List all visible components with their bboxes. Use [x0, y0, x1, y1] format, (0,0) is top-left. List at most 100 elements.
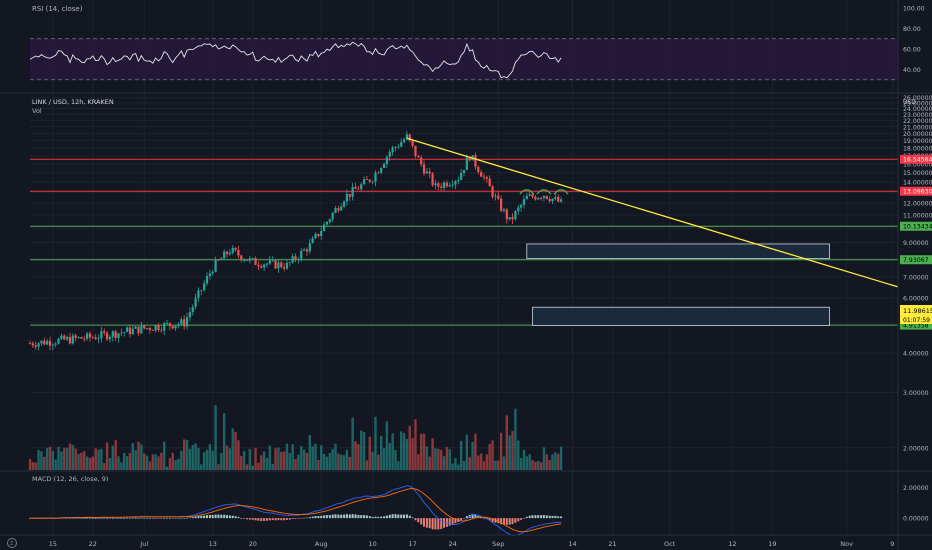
time-tick-label[interactable]: Jul — [139, 540, 148, 548]
volume-bar — [291, 444, 294, 470]
candle-body — [40, 340, 43, 344]
candle-body — [163, 323, 166, 331]
macd-hist-bar — [425, 518, 428, 528]
price-tick-label[interactable]: 23.00000 — [903, 112, 932, 119]
time-tick-label[interactable]: 9 — [890, 540, 894, 548]
volume-bars — [28, 405, 563, 470]
rsi-title[interactable]: RSI (14, close) — [32, 5, 83, 13]
price-tick-label[interactable]: 24.00000 — [903, 106, 932, 113]
candle-body — [500, 198, 503, 211]
volume-bar — [491, 440, 494, 470]
level-tag-support — [900, 255, 932, 265]
price-tick-label[interactable]: 7.00000 — [903, 274, 929, 281]
price-tick-label[interactable]: 12.00000 — [903, 201, 932, 208]
macd-axis[interactable]: 2.00000 0.00000 — [903, 485, 929, 523]
price-tick-label[interactable]: 2.00000 — [903, 445, 929, 452]
candle-body — [351, 186, 354, 197]
volume-bar — [197, 447, 200, 470]
volume-bar — [457, 464, 460, 470]
price-tick-label[interactable]: 20.00000 — [903, 131, 932, 138]
macd-hist-bar — [488, 518, 491, 521]
macd-hist-bar — [363, 515, 366, 519]
rsi-tick-label[interactable]: 60.00 — [903, 47, 921, 54]
level-tag-resistance — [900, 154, 932, 164]
candle-body — [288, 262, 291, 264]
rsi-panel[interactable]: 100.00 80.00 60.00 40.00 RSI (14, close) — [29, 5, 925, 81]
price-tick-label[interactable]: 4.00000 — [903, 351, 929, 358]
volume-title[interactable]: Vol — [32, 107, 42, 115]
volume-bar — [65, 447, 69, 470]
price-tick-label[interactable]: 9.00000 — [903, 240, 929, 247]
price-tick-label[interactable]: 26.00000 — [903, 95, 932, 102]
trendline[interactable] — [406, 137, 899, 288]
candle-body — [365, 179, 369, 180]
macd-panel[interactable]: 2.00000 0.00000 MACD (12, 26, close, 9) — [29, 475, 929, 536]
price-zone-box[interactable] — [526, 243, 830, 259]
symbol-title[interactable]: LINK / USD, 12h, KRAKEN — [32, 98, 114, 106]
time-tick-label[interactable]: Sep — [492, 540, 504, 548]
price-tick-label[interactable]: 18.00000 — [903, 145, 932, 152]
volume-bar — [43, 456, 46, 470]
price-tick-label[interactable]: 6.00000 — [903, 295, 929, 302]
price-tick-label[interactable]: 15.00000 — [903, 170, 932, 177]
time-tick-label[interactable]: Oct — [664, 540, 676, 548]
macd-hist-bar — [483, 518, 485, 519]
price-zones[interactable] — [526, 243, 830, 326]
time-tick-label[interactable]: 10 — [368, 540, 376, 548]
time-tick-label[interactable]: 22 — [89, 540, 97, 548]
macd-hist-bar — [97, 518, 100, 519]
rsi-tick-label[interactable]: 100.00 — [903, 6, 925, 13]
macd-hist-bar — [117, 518, 120, 519]
macd-hist-bar — [343, 514, 346, 519]
horizontal-levels[interactable] — [30, 158, 898, 326]
candle-body — [397, 146, 400, 148]
time-axis[interactable]: 15 22 Jul 13 20 Aug 10 17 24 Sep 14 21 Oct 12 19 Nov 9 — [49, 540, 895, 548]
time-tick-label[interactable]: 12 — [728, 540, 736, 548]
price-tick-label[interactable]: 14.00000 — [903, 180, 932, 187]
price-tick-label[interactable]: 22.00000 — [903, 118, 932, 125]
price-tick-label[interactable]: 11.00000 — [903, 213, 932, 220]
rsi-tick-label[interactable]: 80.00 — [903, 26, 921, 33]
price-panel[interactable]: 26.0000025.0000024.0000023.0000022.00000… — [28, 95, 932, 470]
macd-hist-bar — [186, 517, 188, 519]
rsi-axis[interactable]: 100.00 80.00 60.00 40.00 — [903, 6, 925, 75]
time-tick-label[interactable]: 21 — [608, 540, 616, 548]
price-zone-box[interactable] — [532, 306, 830, 326]
volume-bar — [294, 458, 297, 470]
volume-bar — [300, 445, 303, 470]
candle-body — [360, 184, 363, 190]
volume-bar — [108, 457, 112, 470]
timezone-button[interactable] — [7, 538, 17, 548]
volume-bar — [394, 449, 397, 470]
candle-body — [271, 259, 274, 261]
macd-tick-label[interactable]: 0.00000 — [903, 516, 929, 523]
volume-bar — [502, 456, 506, 470]
price-tick-label[interactable]: 19.00000 — [903, 138, 932, 145]
time-tick-label[interactable]: 14 — [568, 540, 576, 548]
volume-bar — [551, 454, 554, 470]
time-tick-label[interactable]: 17 — [408, 540, 416, 548]
time-tick-label[interactable]: 15 — [49, 540, 57, 548]
time-tick-label[interactable]: 20 — [249, 540, 257, 548]
macd-tick-label[interactable]: 2.00000 — [903, 485, 929, 492]
time-tick-label[interactable]: Nov — [840, 540, 853, 548]
macd-hist-bar — [500, 518, 503, 525]
price-tick-label[interactable]: 25.00000 — [903, 100, 932, 107]
volume-bar — [54, 459, 57, 470]
time-tick-label[interactable]: 13 — [209, 540, 217, 548]
macd-hist-bar — [371, 516, 374, 519]
price-tick-label[interactable]: 3.00000 — [903, 390, 929, 397]
price-tick-label[interactable]: 16.00000 — [903, 161, 932, 168]
rsi-tick-label[interactable]: 40.00 — [903, 67, 921, 74]
time-tick-label[interactable]: 19 — [768, 540, 776, 548]
timezone-icon[interactable]: Z — [10, 541, 14, 547]
candle-body — [285, 262, 289, 269]
time-tick-label[interactable]: 24 — [448, 540, 456, 548]
macd-title[interactable]: MACD (12, 26, close, 9) — [32, 475, 108, 483]
price-tick-label[interactable]: 21.00000 — [903, 124, 932, 131]
candle-body — [86, 333, 89, 339]
macd-hist-bar — [445, 518, 448, 527]
time-tick-label[interactable]: Aug — [315, 540, 328, 548]
volume-bar — [274, 448, 277, 470]
